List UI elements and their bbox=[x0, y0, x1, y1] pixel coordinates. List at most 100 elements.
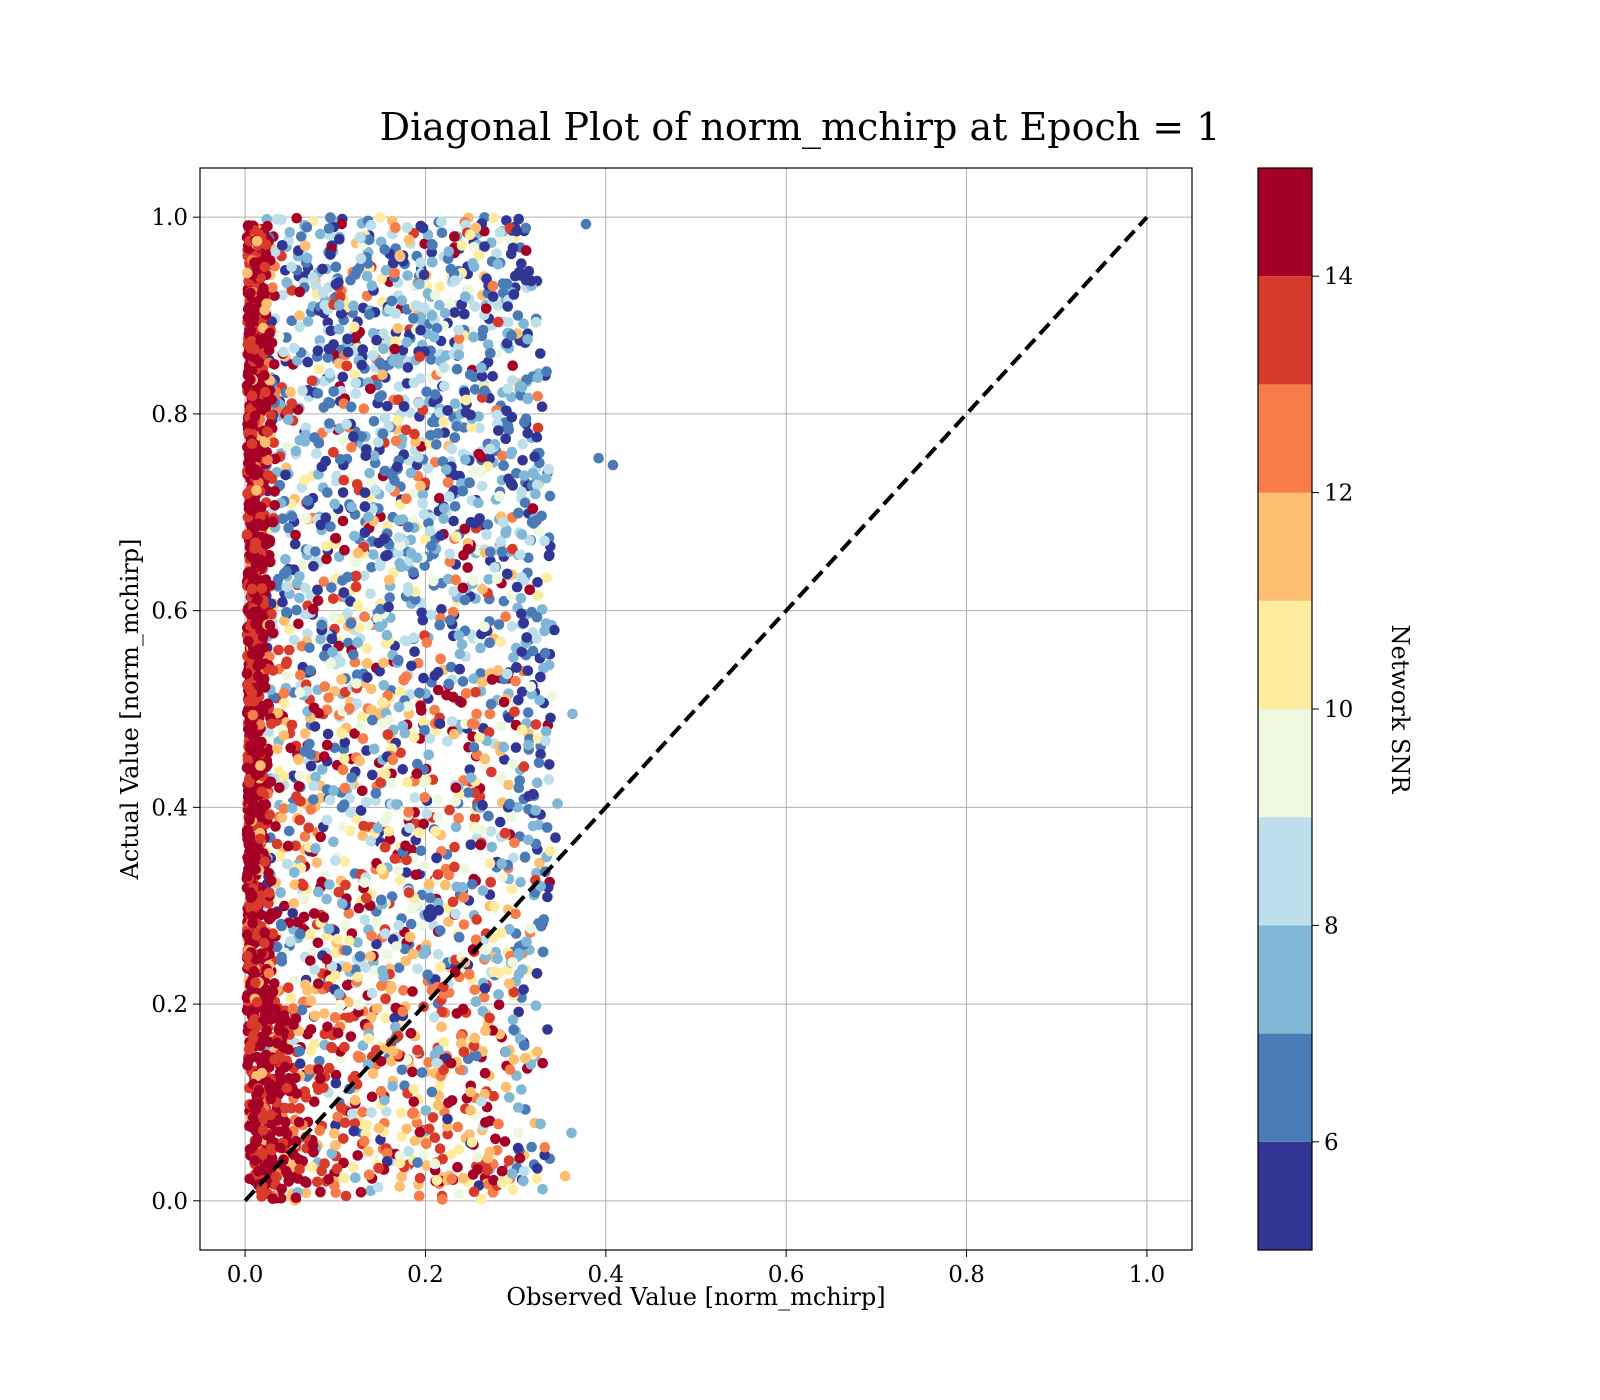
scatter-point bbox=[516, 686, 528, 698]
scatter-point bbox=[308, 604, 319, 615]
colorbar-tick-label: 10 bbox=[1324, 697, 1353, 723]
scatter-point bbox=[264, 534, 276, 546]
scatter-point bbox=[479, 983, 491, 994]
scatter-point bbox=[267, 665, 279, 676]
scatter-point bbox=[330, 533, 342, 544]
scatter-point bbox=[506, 811, 517, 823]
scatter-point bbox=[495, 720, 507, 732]
scatter-point bbox=[280, 658, 292, 670]
scatter-point bbox=[458, 1046, 470, 1058]
scatter-point bbox=[378, 680, 390, 691]
scatter-point bbox=[537, 1183, 548, 1195]
scatter-point bbox=[413, 1190, 425, 1202]
scatter-point bbox=[513, 1102, 524, 1113]
scatter-point bbox=[336, 674, 347, 685]
scatter-point bbox=[446, 716, 458, 727]
scatter-point bbox=[458, 919, 470, 930]
scatter-point bbox=[414, 687, 425, 699]
scatter-point bbox=[401, 777, 413, 788]
scatter-point bbox=[508, 852, 519, 864]
scatter-point bbox=[449, 231, 460, 242]
scatter-point bbox=[325, 658, 336, 669]
scatter-point bbox=[477, 1005, 489, 1017]
scatter-point bbox=[256, 786, 268, 797]
scatter-point bbox=[497, 1177, 508, 1189]
scatter-point bbox=[340, 879, 351, 891]
scatter-point bbox=[267, 282, 278, 293]
scatter-point bbox=[445, 661, 457, 673]
scatter-point bbox=[295, 928, 306, 940]
scatter-point bbox=[482, 1152, 494, 1164]
scatter-point bbox=[266, 718, 277, 729]
scatter-point bbox=[470, 996, 482, 1007]
scatter-point bbox=[428, 1012, 440, 1023]
colorbar-bin bbox=[1258, 817, 1312, 926]
scatter-point bbox=[299, 831, 311, 842]
scatter-point bbox=[357, 1119, 369, 1130]
scatter-point bbox=[513, 1127, 524, 1138]
scatter-point bbox=[475, 839, 486, 851]
scatter-point bbox=[456, 299, 467, 310]
scatter-point bbox=[391, 941, 402, 952]
scatter-point bbox=[516, 992, 527, 1003]
colorbar-bin bbox=[1258, 1033, 1312, 1142]
scatter-point bbox=[271, 838, 283, 850]
scatter-point bbox=[248, 313, 260, 324]
scatter-point bbox=[349, 1070, 361, 1082]
scatter-point bbox=[367, 350, 379, 361]
scatter-point bbox=[500, 433, 512, 445]
scatter-point bbox=[453, 340, 464, 352]
scatter-point bbox=[294, 770, 306, 781]
scatter-point bbox=[453, 349, 465, 361]
scatter-point bbox=[255, 760, 266, 771]
scatter-point bbox=[484, 708, 496, 720]
scatter-point bbox=[247, 890, 258, 901]
scatter-point bbox=[330, 1069, 342, 1081]
scatter-point bbox=[516, 724, 528, 735]
scatter-point bbox=[514, 1152, 526, 1164]
scatter-point bbox=[255, 805, 266, 817]
scatter-point bbox=[390, 308, 402, 319]
scatter-point bbox=[464, 764, 476, 775]
scatter-point bbox=[498, 696, 510, 708]
scatter-point bbox=[249, 257, 260, 268]
scatter-point bbox=[464, 968, 475, 980]
scatter-point bbox=[354, 951, 366, 962]
scatter-point bbox=[374, 357, 386, 369]
scatter-point bbox=[438, 513, 450, 524]
scatter-point bbox=[464, 477, 475, 489]
scatter-point bbox=[356, 431, 367, 442]
scatter-point bbox=[264, 327, 276, 339]
scatter-point bbox=[339, 782, 351, 794]
scatter-point bbox=[275, 1074, 287, 1086]
scatter-point bbox=[508, 1024, 519, 1036]
scatter-point bbox=[504, 1092, 515, 1103]
scatter-point bbox=[523, 552, 534, 564]
scatter-point bbox=[446, 443, 458, 455]
scatter-point bbox=[342, 608, 353, 619]
scatter-point bbox=[549, 624, 560, 636]
scatter-point bbox=[498, 516, 509, 528]
scatter-point bbox=[449, 501, 461, 512]
scatter-point bbox=[328, 447, 339, 458]
scatter-point bbox=[346, 501, 357, 513]
scatter-point bbox=[361, 796, 372, 808]
scatter-point bbox=[544, 549, 555, 561]
scatter-point bbox=[310, 546, 321, 557]
scatter-point bbox=[390, 435, 402, 447]
scatter-point bbox=[473, 250, 485, 261]
scatter-point bbox=[269, 359, 280, 370]
scatter-point bbox=[362, 672, 373, 683]
scatter-point bbox=[459, 594, 471, 606]
scatter-point bbox=[449, 469, 460, 481]
scatter-point bbox=[283, 414, 294, 425]
scatter-point bbox=[477, 583, 488, 595]
scatter-point bbox=[413, 827, 425, 838]
scatter-point bbox=[494, 816, 506, 828]
scatter-point bbox=[502, 421, 514, 432]
scatter-point bbox=[543, 774, 555, 785]
scatter-point bbox=[305, 929, 316, 940]
scatter-point bbox=[349, 728, 360, 739]
y-tick-label: 0.4 bbox=[151, 795, 188, 821]
scatter-point bbox=[421, 808, 433, 819]
